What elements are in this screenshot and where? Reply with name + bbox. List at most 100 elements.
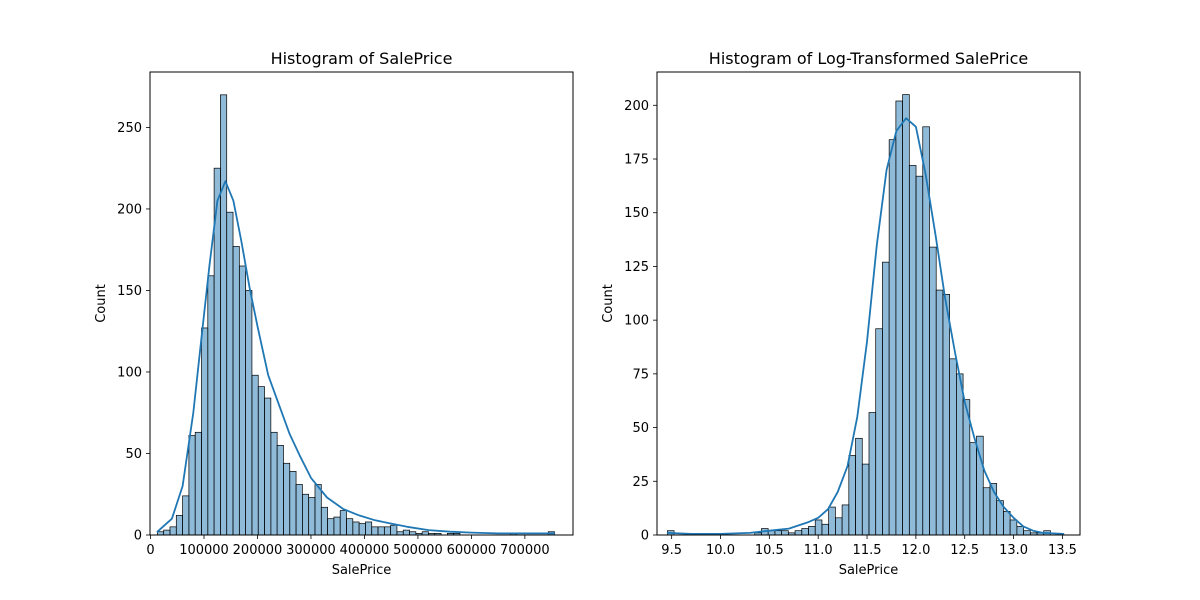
axes-frame bbox=[656, 71, 1081, 536]
histogram-bar bbox=[175, 515, 183, 536]
histogram-bar bbox=[314, 484, 322, 536]
kde-group bbox=[666, 117, 1065, 535]
histogram-bar bbox=[868, 412, 877, 536]
y-tick-label: 150 bbox=[117, 284, 142, 299]
histogram-bar bbox=[163, 529, 171, 536]
x-tick-label: 300000 bbox=[286, 543, 336, 558]
histogram-bar bbox=[888, 139, 897, 536]
x-tick-label: 700000 bbox=[500, 543, 550, 558]
histogram-bar bbox=[861, 463, 870, 536]
histogram-bar bbox=[390, 524, 398, 536]
y-tick-label: 150 bbox=[624, 206, 649, 221]
histogram-bar bbox=[365, 521, 373, 536]
histogram-bar bbox=[841, 504, 850, 536]
x-tick-label: 10.5 bbox=[755, 543, 784, 558]
y-ticks: 0 25 50 75 100 125 150 175 200 bbox=[624, 99, 657, 544]
histogram-bar bbox=[794, 530, 803, 536]
y-tick-label: 200 bbox=[117, 202, 142, 217]
histogram-bar bbox=[848, 455, 856, 536]
histogram-bar bbox=[283, 462, 291, 536]
x-ticks: 0 100000 200000 300000 400000 500000 600000 700… bbox=[146, 535, 550, 558]
y-tick-label: 175 bbox=[624, 153, 649, 168]
histogram-bar bbox=[257, 386, 265, 536]
y-tick-label: 100 bbox=[117, 365, 142, 380]
histogram-bar bbox=[377, 526, 385, 536]
histogram-bar bbox=[1003, 511, 1011, 536]
histogram-bar bbox=[302, 493, 310, 536]
histogram-bar bbox=[942, 294, 950, 536]
histogram-bar bbox=[835, 517, 843, 536]
histogram-bar bbox=[402, 529, 410, 536]
histogram-bar bbox=[251, 374, 259, 536]
y-axis-label: Count bbox=[601, 284, 616, 323]
x-tick-label: 600000 bbox=[447, 543, 497, 558]
chart-title: Histogram of SalePrice bbox=[271, 49, 453, 68]
y-tick-label: 125 bbox=[624, 260, 649, 275]
y-tick-label: 50 bbox=[632, 421, 649, 436]
log-saleprice-histogram-panel: 9.5 10.0 10.5 11.0 11.5 12.0 12.5 13.0 13.5 0 25 5… bbox=[601, 49, 1081, 578]
x-tick-label: 200000 bbox=[233, 543, 283, 558]
histogram-bar bbox=[226, 211, 234, 536]
y-tick-label: 75 bbox=[632, 367, 649, 382]
histogram-bar bbox=[895, 100, 903, 536]
histogram-bar bbox=[182, 495, 190, 536]
histogram-bar bbox=[781, 530, 789, 536]
x-tick-label: 400000 bbox=[340, 543, 390, 558]
histogram-bar bbox=[969, 442, 977, 536]
kde-group bbox=[156, 180, 556, 535]
x-tick-label: 13.5 bbox=[1048, 543, 1077, 558]
histogram-bar bbox=[264, 397, 272, 536]
axes-frame bbox=[149, 71, 574, 536]
histogram-bar bbox=[949, 358, 957, 536]
histogram-bar bbox=[346, 518, 354, 536]
x-ticks: 9.5 10.0 10.5 11.0 11.5 12.0 12.5 13.0 13.5 bbox=[661, 535, 1077, 558]
histogram-bar bbox=[956, 373, 964, 536]
histogram-bar bbox=[207, 275, 215, 536]
histogram-bar bbox=[383, 526, 391, 536]
histogram-bar bbox=[821, 523, 830, 536]
histogram-bar bbox=[245, 290, 253, 536]
y-axis-label: Count bbox=[94, 284, 109, 323]
histogram-bar bbox=[875, 328, 883, 536]
histogram-bar bbox=[194, 431, 202, 536]
x-tick-label: 12.0 bbox=[901, 543, 930, 558]
y-tick-label: 200 bbox=[624, 99, 649, 114]
histogram-bar bbox=[276, 444, 284, 536]
histogram-bar bbox=[935, 289, 944, 536]
y-tick-label: 0 bbox=[134, 529, 142, 544]
x-tick-label: 13.0 bbox=[999, 543, 1028, 558]
histogram-bar bbox=[1023, 530, 1031, 536]
x-tick-label: 0 bbox=[146, 543, 154, 558]
kde-line bbox=[666, 117, 1065, 535]
x-axis-label: SalePrice bbox=[332, 563, 392, 578]
histogram-bar bbox=[855, 437, 863, 536]
histogram-bar bbox=[295, 484, 303, 536]
histogram-bar bbox=[828, 506, 836, 536]
histogram-bar bbox=[882, 261, 890, 536]
y-tick-label: 250 bbox=[117, 121, 142, 136]
histogram-bar bbox=[232, 246, 240, 536]
histogram-bar bbox=[358, 523, 366, 536]
kde-line bbox=[156, 180, 556, 535]
histogram-bar bbox=[801, 528, 809, 536]
x-tick-label: 10.0 bbox=[706, 543, 735, 558]
histogram-bar bbox=[808, 526, 816, 536]
histogram-bar bbox=[270, 431, 278, 536]
bars-group bbox=[667, 94, 1051, 536]
x-tick-label: 100000 bbox=[179, 543, 229, 558]
histogram-bar bbox=[774, 530, 782, 536]
histogram-bar bbox=[1009, 519, 1018, 536]
histogram-bar bbox=[308, 497, 316, 536]
histogram-bar bbox=[814, 519, 823, 536]
histogram-bar bbox=[902, 94, 910, 536]
bars-group bbox=[157, 94, 555, 536]
x-tick-label: 9.5 bbox=[661, 543, 682, 558]
histogram-bar bbox=[333, 516, 341, 536]
x-axis-label: SalePrice bbox=[839, 563, 899, 578]
histogram-bar bbox=[188, 435, 196, 536]
y-tick-label: 50 bbox=[125, 447, 142, 462]
y-tick-label: 25 bbox=[632, 475, 649, 490]
y-ticks: 0 50 100 150 200 250 bbox=[117, 121, 150, 544]
